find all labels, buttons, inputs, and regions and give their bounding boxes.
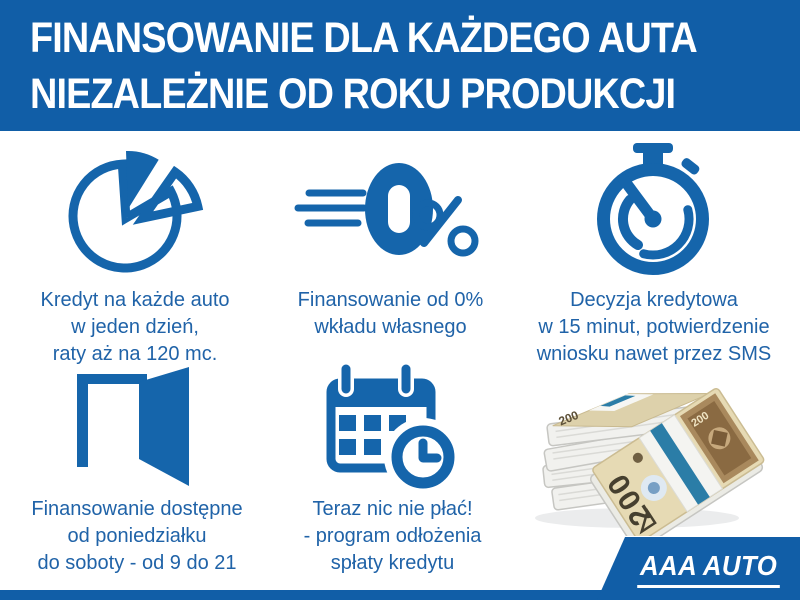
feature-availability: Finansowanie dostępne od poniedziałku do… <box>12 358 262 577</box>
feature-credit-decision: Decyzja kredytowa w 15 minut, potwierdze… <box>518 140 790 368</box>
banknotes-illustration: 200 200 200 <box>535 387 765 551</box>
aaa-auto-logo: AAA AUTO <box>597 537 800 600</box>
feature-text-line: Finansowanie dostępne <box>31 498 243 520</box>
feature-text-line: w jeden dzień, <box>71 316 199 338</box>
feature-text-line: od poniedziałku <box>67 525 207 547</box>
feature-text-line: Kredyt na każde auto <box>40 289 230 311</box>
open-door-icon <box>77 366 189 486</box>
feature-text-line: do soboty - od 9 do 21 <box>37 552 237 574</box>
feature-text-line: wkładu własnego <box>314 316 467 338</box>
bottom-bar <box>0 590 800 600</box>
feature-deferred-payment: Teraz nic nie płać! - program odłożenia … <box>270 358 515 577</box>
stopwatch-icon <box>597 142 709 275</box>
feature-credit-every-car: Kredyt na każde auto w jeden dzień, raty… <box>10 140 260 368</box>
banknotes-image: 200 200 200 <box>522 358 790 551</box>
header-title-line2: NIEZALEŻNIE OD ROKU PRODUKCJI <box>30 70 676 118</box>
feature-text-line: Teraz nic nie płać! <box>312 498 473 520</box>
aaa-auto-logo-text: AAA AUTO <box>637 550 780 588</box>
feature-text-line: wniosku nawet przez SMS <box>536 343 772 365</box>
feature-text-line: spłaty kredytu <box>330 552 455 574</box>
zero-percent-icon <box>294 163 478 257</box>
feature-text-line: raty aż na 120 mc. <box>52 343 218 365</box>
header-banner: FINANSOWANIE DLA KAŻDEGO AUTA NIEZALEŻNI… <box>0 0 800 131</box>
calendar-clock-icon <box>326 362 462 490</box>
pie-chart-icon <box>68 150 204 273</box>
feature-text-line: Finansowanie od 0% <box>297 289 484 311</box>
feature-text-line: Decyzja kredytowa <box>570 289 738 311</box>
feature-text-line: - program odłożenia <box>303 525 482 547</box>
feature-zero-percent: Finansowanie od 0% wkładu własnego <box>268 140 513 341</box>
feature-text-line: w 15 minut, potwierdzenie <box>538 316 770 338</box>
header-title-line1: FINANSOWANIE DLA KAŻDEGO AUTA <box>30 14 698 62</box>
